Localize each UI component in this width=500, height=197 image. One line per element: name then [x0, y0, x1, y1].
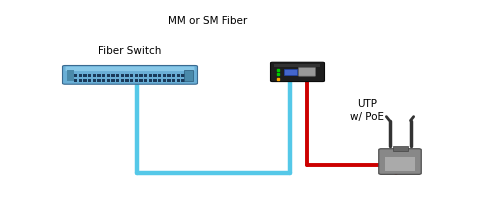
Bar	[158, 79, 161, 82]
Bar	[78, 79, 82, 82]
Bar	[120, 79, 124, 82]
Bar	[392, 146, 407, 151]
Bar	[98, 74, 100, 77]
Bar	[284, 69, 296, 75]
Bar	[176, 79, 180, 82]
Bar	[92, 79, 96, 82]
Bar	[88, 74, 91, 77]
Bar	[154, 74, 156, 77]
Bar	[84, 79, 86, 82]
Bar	[162, 74, 166, 77]
Bar	[84, 74, 86, 77]
FancyBboxPatch shape	[298, 68, 316, 76]
Bar	[182, 79, 184, 82]
Text: MM or SM Fiber: MM or SM Fiber	[168, 16, 247, 26]
FancyBboxPatch shape	[62, 65, 198, 84]
Bar	[66, 70, 73, 81]
Bar	[172, 74, 175, 77]
Bar	[182, 74, 184, 77]
Bar	[74, 79, 77, 82]
Bar	[98, 79, 100, 82]
Bar	[168, 74, 170, 77]
Bar	[140, 74, 142, 77]
Bar	[106, 74, 110, 77]
Bar	[386, 157, 415, 171]
Bar	[134, 74, 138, 77]
Bar	[116, 79, 119, 82]
Bar	[130, 79, 133, 82]
Bar	[172, 79, 175, 82]
Bar	[168, 79, 170, 82]
FancyBboxPatch shape	[270, 62, 324, 82]
Bar	[134, 79, 138, 82]
Bar	[116, 74, 119, 77]
Bar	[154, 79, 156, 82]
Text: Fiber Switch: Fiber Switch	[98, 46, 162, 56]
Bar	[92, 74, 96, 77]
FancyBboxPatch shape	[379, 149, 421, 174]
Bar	[74, 74, 77, 77]
Bar	[274, 64, 320, 67]
Bar	[158, 74, 161, 77]
Bar	[120, 74, 124, 77]
Bar	[126, 74, 128, 77]
Bar	[148, 79, 152, 82]
Bar	[88, 79, 91, 82]
Bar	[130, 74, 133, 77]
Bar	[126, 79, 128, 82]
Bar	[148, 74, 152, 77]
Bar	[112, 74, 114, 77]
Bar	[106, 79, 110, 82]
Bar	[112, 79, 114, 82]
Bar	[102, 79, 105, 82]
Bar	[144, 79, 147, 82]
Bar	[66, 81, 196, 85]
Text: UTP
w/ PoE: UTP w/ PoE	[350, 99, 384, 122]
Bar	[144, 74, 147, 77]
Bar	[102, 74, 105, 77]
FancyBboxPatch shape	[66, 67, 194, 71]
Bar	[78, 74, 82, 77]
Bar	[140, 79, 142, 82]
Bar	[176, 74, 180, 77]
Bar	[162, 79, 166, 82]
Bar	[184, 70, 193, 81]
